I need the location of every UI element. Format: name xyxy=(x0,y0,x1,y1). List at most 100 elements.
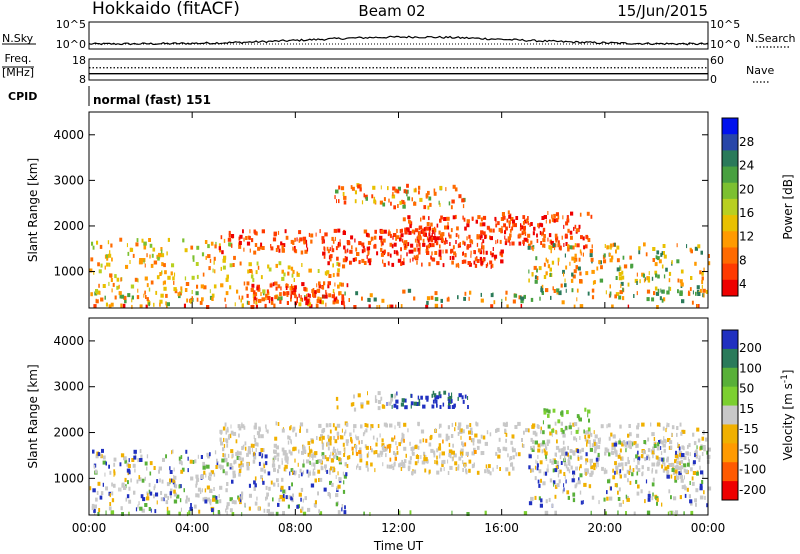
power-cell xyxy=(402,204,406,209)
power-cell xyxy=(700,250,703,255)
velocity-cell xyxy=(247,449,251,454)
power-cell xyxy=(452,215,456,220)
velocity-cell xyxy=(301,506,304,511)
power-cell xyxy=(622,255,625,260)
power-cell xyxy=(109,250,111,255)
power-cell xyxy=(106,262,109,267)
power-cell xyxy=(363,193,365,198)
velocity-cell xyxy=(345,439,349,444)
velocity-cell xyxy=(617,497,621,501)
power-cell xyxy=(167,275,171,280)
velocity-cell xyxy=(656,501,658,506)
power-cell xyxy=(580,251,582,256)
velocity-cell xyxy=(337,448,339,453)
power-cell xyxy=(290,294,292,299)
power-cell xyxy=(573,269,577,274)
velocity-cell xyxy=(574,484,577,489)
velocity-cell xyxy=(277,422,280,426)
velocity-cell xyxy=(394,425,396,430)
velocity-cell xyxy=(476,470,480,475)
velocity-cell xyxy=(202,497,206,502)
velocity-cell xyxy=(486,430,489,435)
velocity-cell xyxy=(374,468,376,473)
velocity-cell xyxy=(698,458,701,462)
velocity-cell xyxy=(560,428,563,432)
velocity-cell xyxy=(128,458,130,463)
velocity-cell xyxy=(173,475,177,480)
power-cell xyxy=(620,281,624,286)
velocity-cell xyxy=(544,510,549,515)
velocity-cell xyxy=(236,450,239,455)
velocity-cell xyxy=(701,480,704,484)
power-cell xyxy=(335,189,339,194)
nsearch-right-tick: 10^5 xyxy=(710,18,740,31)
velocity-cell xyxy=(274,455,277,460)
velocity-cell xyxy=(420,455,422,459)
velocity-cell xyxy=(596,464,598,469)
velocity-cell xyxy=(521,443,523,448)
power-cell xyxy=(428,226,431,231)
power-cell xyxy=(418,190,420,195)
velocity-cell xyxy=(687,462,690,467)
velocity-cell xyxy=(153,494,155,499)
velocity-cell xyxy=(94,469,98,474)
power-cell xyxy=(463,251,464,256)
power-cell xyxy=(260,292,262,296)
velocity-cell xyxy=(455,422,457,427)
velocity-cell xyxy=(124,477,127,482)
velocity-cell xyxy=(366,400,370,405)
velocity-colorbar-swatch xyxy=(722,462,738,482)
velocity-cell xyxy=(420,395,423,400)
velocity-cell xyxy=(632,468,635,472)
velocity-cell xyxy=(195,474,199,479)
velocity-cell xyxy=(393,451,396,455)
velocity-cell xyxy=(484,441,488,446)
velocity-cell xyxy=(629,480,632,485)
velocity-cell xyxy=(651,432,655,437)
power-cell xyxy=(254,296,257,301)
velocity-cell xyxy=(350,439,353,444)
power-cell xyxy=(338,291,342,296)
power-cell xyxy=(585,244,588,249)
power-cell xyxy=(136,295,140,300)
velocity-cell xyxy=(120,453,125,458)
power-cell xyxy=(434,297,439,302)
power-cell xyxy=(309,293,311,298)
velocity-cell xyxy=(374,398,378,403)
velocity-cell xyxy=(664,466,668,471)
velocity-cell xyxy=(673,496,677,501)
velocity-cell xyxy=(539,460,543,465)
velocity-cell xyxy=(598,500,600,505)
velocity-cell xyxy=(547,464,549,469)
power-cell xyxy=(215,241,217,246)
power-cell xyxy=(292,269,295,274)
power-colorbar-title: Power [dB] xyxy=(781,174,795,239)
velocity-cell xyxy=(217,510,220,514)
power-cell xyxy=(446,225,450,230)
velocity-cell xyxy=(428,469,431,474)
velocity-cell xyxy=(109,493,111,498)
power-cell xyxy=(195,262,199,266)
power-cell xyxy=(283,272,286,277)
power-cell xyxy=(316,283,318,288)
velocity-cell xyxy=(277,457,279,462)
velocity-cell xyxy=(119,462,122,467)
power-cell xyxy=(638,250,641,255)
power-cell xyxy=(583,245,586,250)
velocity-cell xyxy=(382,404,386,409)
velocity-cell xyxy=(297,462,299,467)
velocity-cell xyxy=(242,444,245,449)
power-cell xyxy=(582,252,584,257)
velocity-cell xyxy=(223,437,225,442)
velocity-cell xyxy=(304,496,307,501)
power-cell xyxy=(431,243,435,248)
power-cell xyxy=(418,250,421,255)
velocity-cell xyxy=(253,435,255,439)
velocity-cell xyxy=(650,449,652,454)
velocity-cell xyxy=(169,470,173,474)
velocity-cell xyxy=(377,424,380,428)
velocity-cell xyxy=(231,499,235,504)
power-cell xyxy=(293,288,297,292)
power-cell xyxy=(147,299,150,304)
power-cell xyxy=(701,280,704,284)
